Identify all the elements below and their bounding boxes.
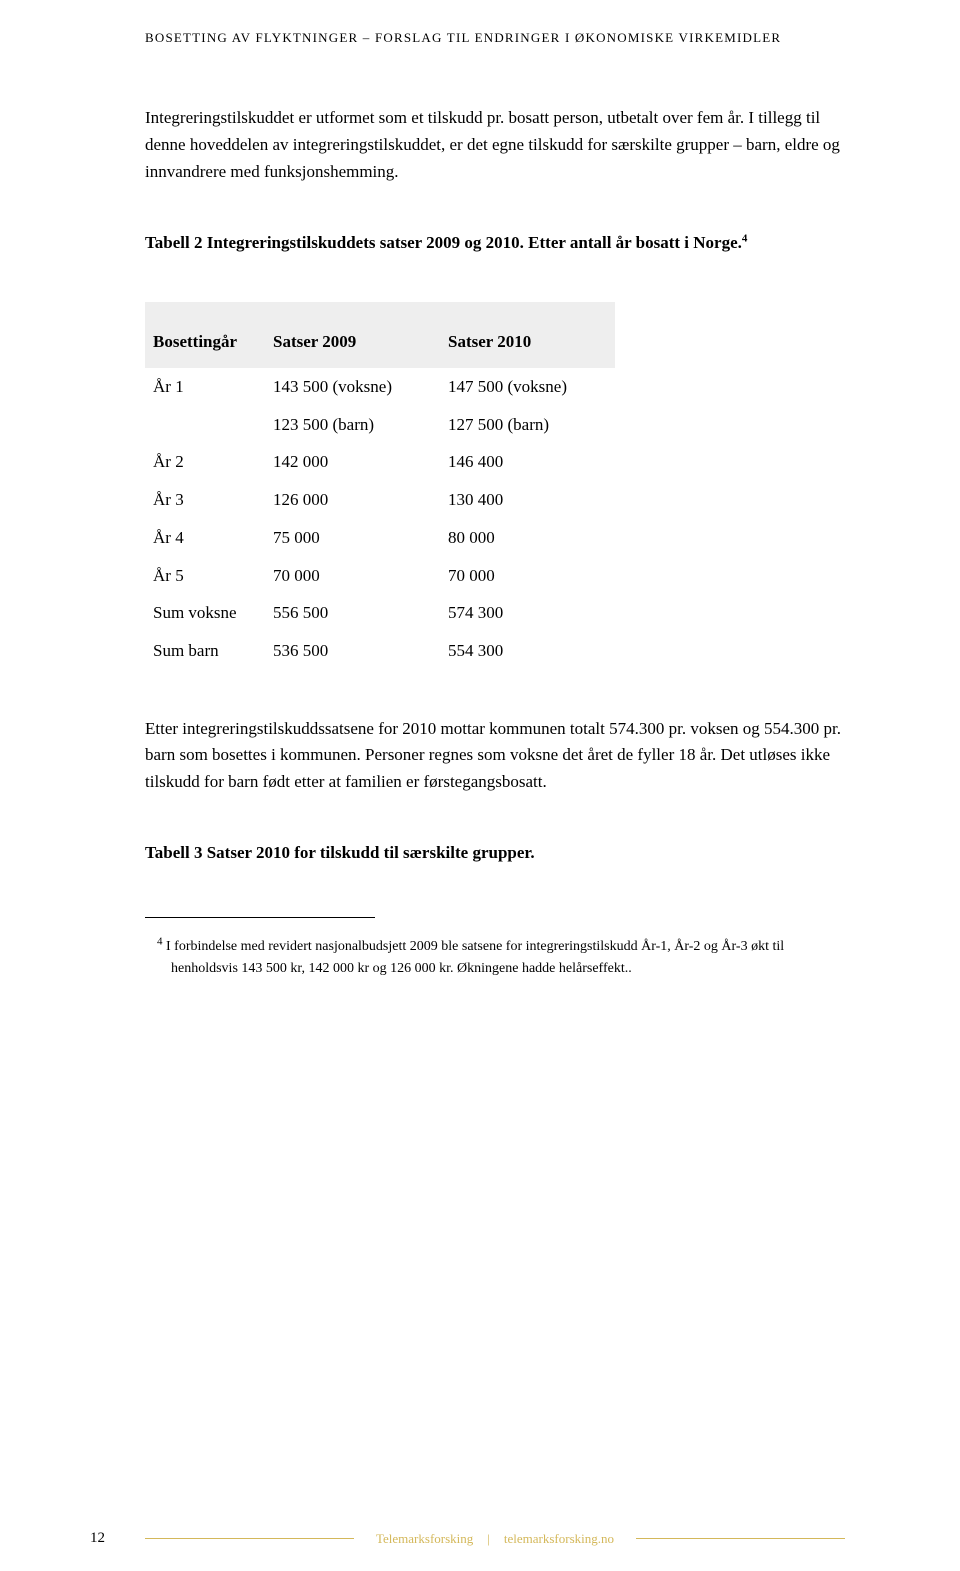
table-header-cell: Satser 2009 <box>265 302 440 368</box>
table-header-cell: Satser 2010 <box>440 302 615 368</box>
table-cell: 70 000 <box>440 557 615 595</box>
footnote-rule <box>145 917 375 918</box>
table-row: År 2 142 000 146 400 <box>145 443 615 481</box>
footnote-text: I forbindelse med revidert nasjonalbudsj… <box>163 939 785 976</box>
page-footer: 12 Telemarksforsking | telemarksforsking… <box>0 1530 960 1547</box>
table-cell: Sum barn <box>145 632 265 670</box>
table-caption-1-text: Tabell 2 Integreringstilskuddets satser … <box>145 233 742 252</box>
table-cell: År 3 <box>145 481 265 519</box>
table-cell: 147 500 (voksne) <box>440 368 615 406</box>
table-cell: 556 500 <box>265 594 440 632</box>
table-caption-1: Tabell 2 Integreringstilskuddets satser … <box>145 230 845 256</box>
table-cell: År 4 <box>145 519 265 557</box>
table-cell: 143 500 (voksne) <box>265 368 440 406</box>
table-header-row: Bosettingår Satser 2009 Satser 2010 <box>145 302 615 368</box>
footer-site: telemarksforsking.no <box>494 1531 624 1547</box>
table-cell: 146 400 <box>440 443 615 481</box>
footer-line-right <box>636 1538 845 1539</box>
table-cell: År 1 <box>145 368 265 406</box>
table-cell: 554 300 <box>440 632 615 670</box>
table-row: År 4 75 000 80 000 <box>145 519 615 557</box>
footer-divider: Telemarksforsking | telemarksforsking.no <box>145 1531 845 1547</box>
table-cell: År 5 <box>145 557 265 595</box>
table-1: Bosettingår Satser 2009 Satser 2010 År 1… <box>145 302 615 670</box>
footer-line-left <box>145 1538 354 1539</box>
table-row: År 1 143 500 (voksne) 147 500 (voksne) <box>145 368 615 406</box>
footer-separator: | <box>483 1531 494 1547</box>
table-cell: 130 400 <box>440 481 615 519</box>
table-cell: 75 000 <box>265 519 440 557</box>
table-caption-2: Tabell 3 Satser 2010 for tilskudd til sæ… <box>145 843 845 863</box>
page-number: 12 <box>90 1530 145 1547</box>
table-row: År 3 126 000 130 400 <box>145 481 615 519</box>
table-header-cell: Bosettingår <box>145 302 265 368</box>
table-row: 123 500 (barn) 127 500 (barn) <box>145 406 615 444</box>
table-cell: År 2 <box>145 443 265 481</box>
table-cell: 536 500 <box>265 632 440 670</box>
body-paragraph-2: Etter integreringstilskuddssatsene for 2… <box>145 716 845 795</box>
table-cell: 126 000 <box>265 481 440 519</box>
table-cell <box>145 406 265 444</box>
table-cell: 80 000 <box>440 519 615 557</box>
table-cell: Sum voksne <box>145 594 265 632</box>
footnote: 4 I forbindelse med revidert nasjonalbud… <box>145 936 845 979</box>
table-row: År 5 70 000 70 000 <box>145 557 615 595</box>
table-row: Sum barn 536 500 554 300 <box>145 632 615 670</box>
table-cell: 127 500 (barn) <box>440 406 615 444</box>
table-cell: 70 000 <box>265 557 440 595</box>
footer-org: Telemarksforsking <box>366 1531 483 1547</box>
table-cell: 123 500 (barn) <box>265 406 440 444</box>
table-row: Sum voksne 556 500 574 300 <box>145 594 615 632</box>
intro-paragraph: Integreringstilskuddet er utformet som e… <box>145 104 845 186</box>
running-header: BOSETTING AV FLYKTNINGER – FORSLAG TIL E… <box>145 30 845 46</box>
table-caption-1-sup: 4 <box>742 232 748 244</box>
table-cell: 574 300 <box>440 594 615 632</box>
table-cell: 142 000 <box>265 443 440 481</box>
